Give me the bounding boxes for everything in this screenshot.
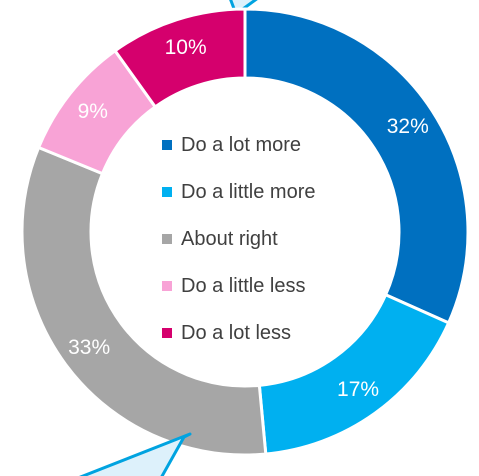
- legend-swatch: [162, 328, 172, 338]
- legend-swatch: [162, 140, 172, 150]
- data-label-about-right: 33%: [68, 336, 110, 359]
- legend-item-do-a-little-more: Do a little more: [162, 181, 316, 203]
- slice-do-a-little-more: [257, 292, 451, 456]
- slice-do-a-lot-more: [243, 7, 470, 325]
- legend-swatch: [162, 234, 172, 244]
- legend-swatch: [162, 187, 172, 197]
- legend-item-about-right: About right: [162, 228, 278, 250]
- callout-pointer-bottom: [78, 432, 192, 476]
- data-label-do-a-little-less: 9%: [78, 100, 108, 123]
- legend-item-do-a-lot-more: Do a lot more: [162, 134, 301, 156]
- slice-labels: 32% 17% 33% 9% 10%: [68, 36, 429, 401]
- legend: Do a lot more Do a little more About right…: [162, 134, 316, 344]
- data-label-do-a-little-more: 17%: [337, 378, 379, 401]
- slice-about-right: [20, 145, 268, 457]
- legend-swatch: [162, 281, 172, 291]
- legend-label: Do a lot more: [181, 134, 301, 156]
- data-label-do-a-lot-less: 10%: [165, 36, 207, 59]
- slice-do-a-lot-less: [112, 7, 247, 109]
- data-label-do-a-lot-more: 32%: [387, 115, 429, 138]
- legend-item-do-a-lot-less: Do a lot less: [162, 322, 291, 344]
- legend-label: Do a lot less: [181, 322, 291, 344]
- donut-slices: [20, 7, 470, 457]
- legend-label: Do a little less: [181, 275, 306, 297]
- legend-label: Do a little more: [181, 181, 316, 203]
- legend-label: About right: [181, 228, 278, 250]
- legend-item-do-a-little-less: Do a little less: [162, 275, 306, 297]
